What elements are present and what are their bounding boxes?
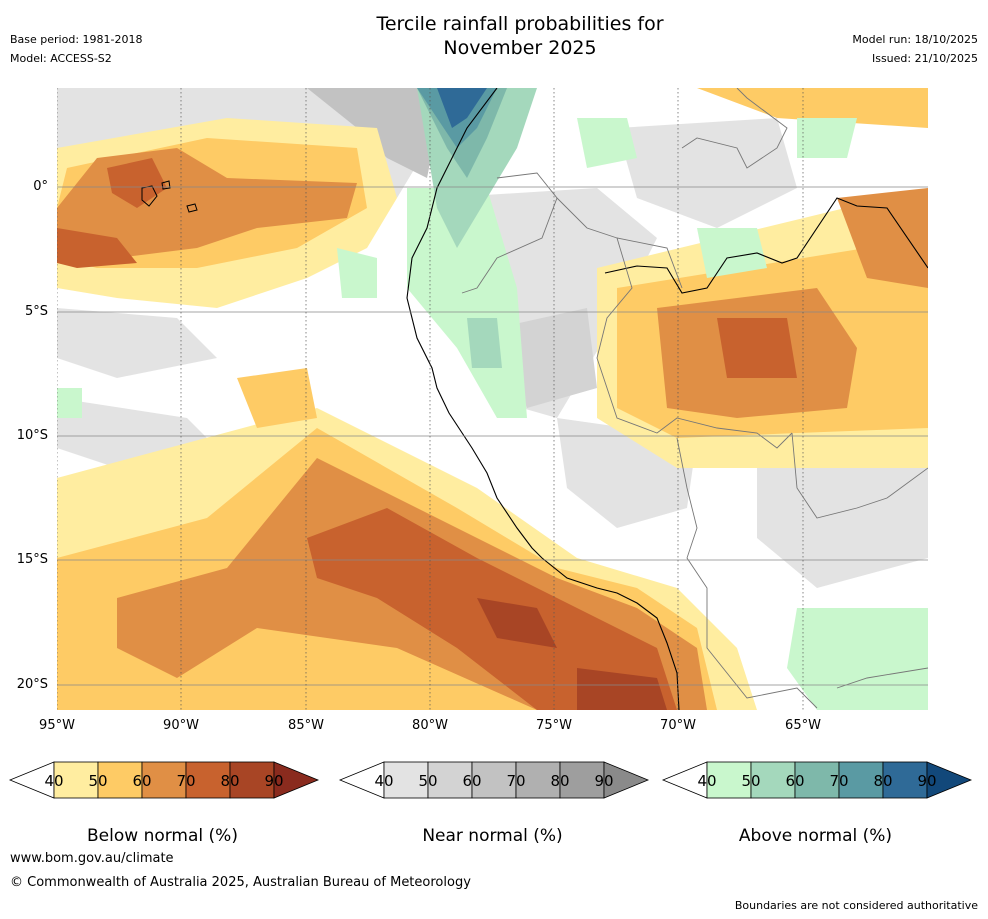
- colorbar-below-swatch: [53, 761, 99, 799]
- near-normal-region: [617, 118, 797, 228]
- footer-url: www.bom.gov.au/climate: [10, 851, 174, 866]
- lon-label-75w: 75°W: [536, 718, 572, 733]
- map-title-line2: November 2025: [443, 37, 597, 59]
- footer-copyright: © Commonwealth of Australia 2025, Austra…: [10, 875, 471, 890]
- colorbar-below-swatch: [185, 761, 231, 799]
- below-normal-region: [107, 158, 167, 208]
- lon-label-80w: 80°W: [412, 718, 448, 733]
- lon-label-95w: 95°W: [39, 718, 75, 733]
- below-normal-region: [477, 598, 557, 648]
- below-normal-region: [577, 668, 667, 710]
- colorbar-near-extend-high: [603, 761, 650, 799]
- model-name: Model: ACCESS-S2: [10, 52, 112, 65]
- meta-left: Base period: 1981-2018 Model: ACCESS-S2: [10, 30, 142, 68]
- below-normal-region: [237, 368, 317, 428]
- colorbar-below-swatch: [97, 761, 143, 799]
- below-normal-region: [697, 88, 928, 128]
- lat-label-15s: 15°S: [16, 552, 48, 567]
- colorbar-near-tick: 40: [374, 772, 394, 790]
- colorbar-title-below: Below normal (%): [87, 826, 238, 846]
- lon-label-65w: 65°W: [785, 718, 821, 733]
- colorbar-above-tick: 80: [873, 772, 893, 790]
- near-normal-region: [757, 448, 928, 588]
- colorbar-near-swatch: [471, 761, 517, 799]
- rainfall-probability-map: [57, 88, 928, 710]
- footer-disclaimer: Boundaries are not considered authoritat…: [734, 899, 978, 912]
- colorbar-near-tick: 60: [462, 772, 482, 790]
- lon-label-85w: 85°W: [288, 718, 324, 733]
- colorbar-near-swatch: [427, 761, 473, 799]
- colorbar-above-tick: 90: [917, 772, 937, 790]
- map-title-line1: Tercile rainfall probabilities for: [376, 13, 664, 35]
- below-normal-region: [57, 228, 137, 268]
- colorbar-near-tick: 90: [594, 772, 614, 790]
- colorbar-near-tick: 80: [550, 772, 570, 790]
- lat-gridlines: [57, 186, 928, 686]
- colorbar-near-tick: 70: [506, 772, 526, 790]
- above-normal-region: [467, 318, 502, 368]
- colorbar-below-swatch: [141, 761, 187, 799]
- colorbar-legends: [8, 761, 973, 799]
- colorbar-above-tick: 70: [829, 772, 849, 790]
- colorbar-below-tick: 80: [220, 772, 240, 790]
- colorbar-above-swatch: [838, 761, 884, 799]
- below-normal-region: [717, 318, 797, 378]
- colorbar-title-near: Near normal (%): [422, 826, 563, 846]
- above-normal-region: [437, 88, 487, 128]
- colorbar-near-tick: 50: [418, 772, 438, 790]
- above-normal-region: [57, 388, 82, 418]
- above-normal-region: [797, 118, 857, 158]
- colorbar-below-extend-high: [273, 761, 320, 799]
- colorbar-above-swatch: [794, 761, 840, 799]
- colorbar-below-tick: 70: [176, 772, 196, 790]
- issued-date: Issued: 21/10/2025: [871, 52, 978, 65]
- lat-label-5s: 5°S: [24, 304, 48, 319]
- above-normal-region: [697, 228, 767, 278]
- colorbar-below-tick: 60: [132, 772, 152, 790]
- colorbar-below-swatch: [229, 761, 275, 799]
- model-run: Model run: 18/10/2025: [852, 33, 978, 46]
- above-normal-region: [337, 248, 377, 298]
- lat-label-0: 0°: [33, 179, 48, 194]
- lon-label-90w: 90°W: [163, 718, 199, 733]
- colorbar-above-tick: 40: [697, 772, 717, 790]
- lat-label-10s: 10°S: [16, 428, 48, 443]
- below-normal-region: [837, 188, 928, 288]
- lon-label-70w: 70°W: [660, 718, 696, 733]
- above-normal-region: [577, 118, 637, 168]
- river-amazon: [604, 197, 928, 294]
- near-normal-region: [57, 308, 217, 378]
- above-normal-region: [787, 608, 928, 710]
- colorbar-near-swatch: [559, 761, 605, 799]
- colorbar-above-swatch: [750, 761, 796, 799]
- colorbar-above-tick: 50: [741, 772, 761, 790]
- colorbar-above-extend-high: [926, 761, 973, 799]
- colorbar-title-above: Above normal (%): [738, 826, 893, 846]
- meta-right: Model run: 18/10/2025 Issued: 21/10/2025: [852, 30, 978, 68]
- base-period: Base period: 1981-2018: [10, 33, 143, 46]
- lat-label-20s: 20°S: [16, 677, 48, 692]
- coastline: [406, 88, 680, 710]
- colorbar-below-tick: 50: [88, 772, 108, 790]
- colorbar-below-tick: 90: [264, 772, 284, 790]
- colorbar-below-tick: 40: [44, 772, 64, 790]
- colorbar-above-tick: 60: [785, 772, 805, 790]
- map-title: Tercile rainfall probabilities for Novem…: [0, 12, 988, 60]
- colorbar-above-swatch: [706, 761, 752, 799]
- country-borders: [461, 88, 928, 709]
